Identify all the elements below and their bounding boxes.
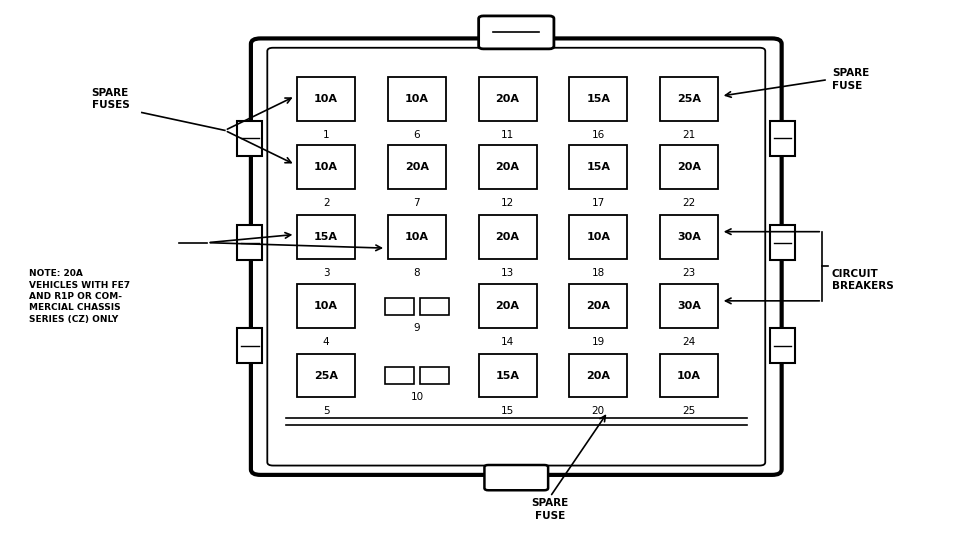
Bar — [479, 284, 537, 328]
Bar — [569, 284, 627, 328]
Bar — [297, 145, 355, 189]
Bar — [297, 77, 355, 121]
Text: 25A: 25A — [315, 371, 338, 380]
FancyBboxPatch shape — [484, 465, 548, 490]
Text: 9: 9 — [414, 323, 420, 333]
Text: 2: 2 — [323, 198, 329, 208]
FancyBboxPatch shape — [479, 16, 554, 49]
FancyBboxPatch shape — [770, 121, 795, 156]
Text: 22: 22 — [682, 198, 696, 208]
Text: 20A: 20A — [496, 301, 519, 311]
Text: 7: 7 — [414, 198, 420, 208]
Bar — [479, 215, 537, 259]
Text: 10A: 10A — [405, 232, 428, 242]
Text: 12: 12 — [501, 198, 514, 208]
Text: CIRCUIT
BREAKERS: CIRCUIT BREAKERS — [832, 269, 894, 291]
Bar — [388, 77, 446, 121]
Bar — [297, 354, 355, 397]
Bar — [660, 145, 718, 189]
Text: 5: 5 — [323, 406, 329, 416]
Text: 10: 10 — [410, 393, 424, 402]
Text: 24: 24 — [682, 337, 696, 347]
Text: 20A: 20A — [496, 94, 519, 104]
FancyBboxPatch shape — [237, 225, 262, 260]
Bar — [569, 77, 627, 121]
Bar — [421, 367, 450, 384]
Text: 20A: 20A — [587, 371, 610, 380]
Text: 10A: 10A — [315, 301, 338, 311]
FancyBboxPatch shape — [237, 328, 262, 363]
Text: 23: 23 — [682, 268, 696, 278]
Bar — [384, 298, 413, 315]
Bar — [297, 215, 355, 259]
Text: SPARE
FUSE: SPARE FUSE — [532, 498, 568, 520]
Text: 3: 3 — [323, 268, 329, 278]
Text: 20A: 20A — [587, 301, 610, 311]
FancyBboxPatch shape — [267, 48, 765, 466]
Text: 17: 17 — [592, 198, 605, 208]
Bar — [660, 284, 718, 328]
Bar — [569, 145, 627, 189]
Text: 10A: 10A — [405, 94, 428, 104]
Text: 15A: 15A — [496, 371, 519, 380]
Bar — [388, 145, 446, 189]
FancyBboxPatch shape — [770, 225, 795, 260]
FancyBboxPatch shape — [237, 121, 262, 156]
Text: 14: 14 — [501, 337, 514, 347]
Text: 13: 13 — [501, 268, 514, 278]
Text: 20A: 20A — [677, 163, 701, 172]
Bar — [388, 215, 446, 259]
Text: 19: 19 — [592, 337, 605, 347]
FancyBboxPatch shape — [770, 328, 795, 363]
Text: 10A: 10A — [677, 371, 701, 380]
Text: 4: 4 — [323, 337, 329, 347]
Text: 20: 20 — [592, 406, 605, 416]
Text: 25A: 25A — [677, 94, 701, 104]
Text: 21: 21 — [682, 130, 696, 139]
Bar — [384, 367, 413, 384]
Text: 15A: 15A — [587, 163, 610, 172]
Text: 15A: 15A — [315, 232, 338, 242]
FancyBboxPatch shape — [251, 38, 782, 475]
Text: SPARE
FUSES: SPARE FUSES — [92, 88, 129, 110]
Bar — [660, 354, 718, 397]
Bar — [479, 145, 537, 189]
Text: 11: 11 — [501, 130, 514, 139]
Text: 15: 15 — [501, 406, 514, 416]
Text: 30A: 30A — [677, 232, 701, 242]
Text: 1: 1 — [323, 130, 329, 139]
Text: 8: 8 — [414, 268, 420, 278]
Text: 15A: 15A — [587, 94, 610, 104]
Text: NOTE: 20A
VEHICLES WITH FE7
AND R1P OR COM-
MERCIAL CHASSIS
SERIES (CZ) ONLY: NOTE: 20A VEHICLES WITH FE7 AND R1P OR C… — [29, 269, 130, 324]
Text: 25: 25 — [682, 406, 696, 416]
Text: 30A: 30A — [677, 301, 701, 311]
Text: 20A: 20A — [496, 163, 519, 172]
Bar — [297, 284, 355, 328]
Text: 20A: 20A — [496, 232, 519, 242]
Bar — [660, 77, 718, 121]
Bar — [569, 215, 627, 259]
Text: 10A: 10A — [587, 232, 610, 242]
Text: 10A: 10A — [315, 94, 338, 104]
Text: 6: 6 — [414, 130, 420, 139]
Text: 10A: 10A — [315, 163, 338, 172]
Bar — [479, 77, 537, 121]
Text: 16: 16 — [592, 130, 605, 139]
Bar — [479, 354, 537, 397]
Bar — [421, 298, 450, 315]
Bar — [569, 354, 627, 397]
Text: SPARE
FUSE: SPARE FUSE — [832, 69, 869, 91]
Text: 18: 18 — [592, 268, 605, 278]
Text: 20A: 20A — [405, 163, 428, 172]
Bar — [660, 215, 718, 259]
